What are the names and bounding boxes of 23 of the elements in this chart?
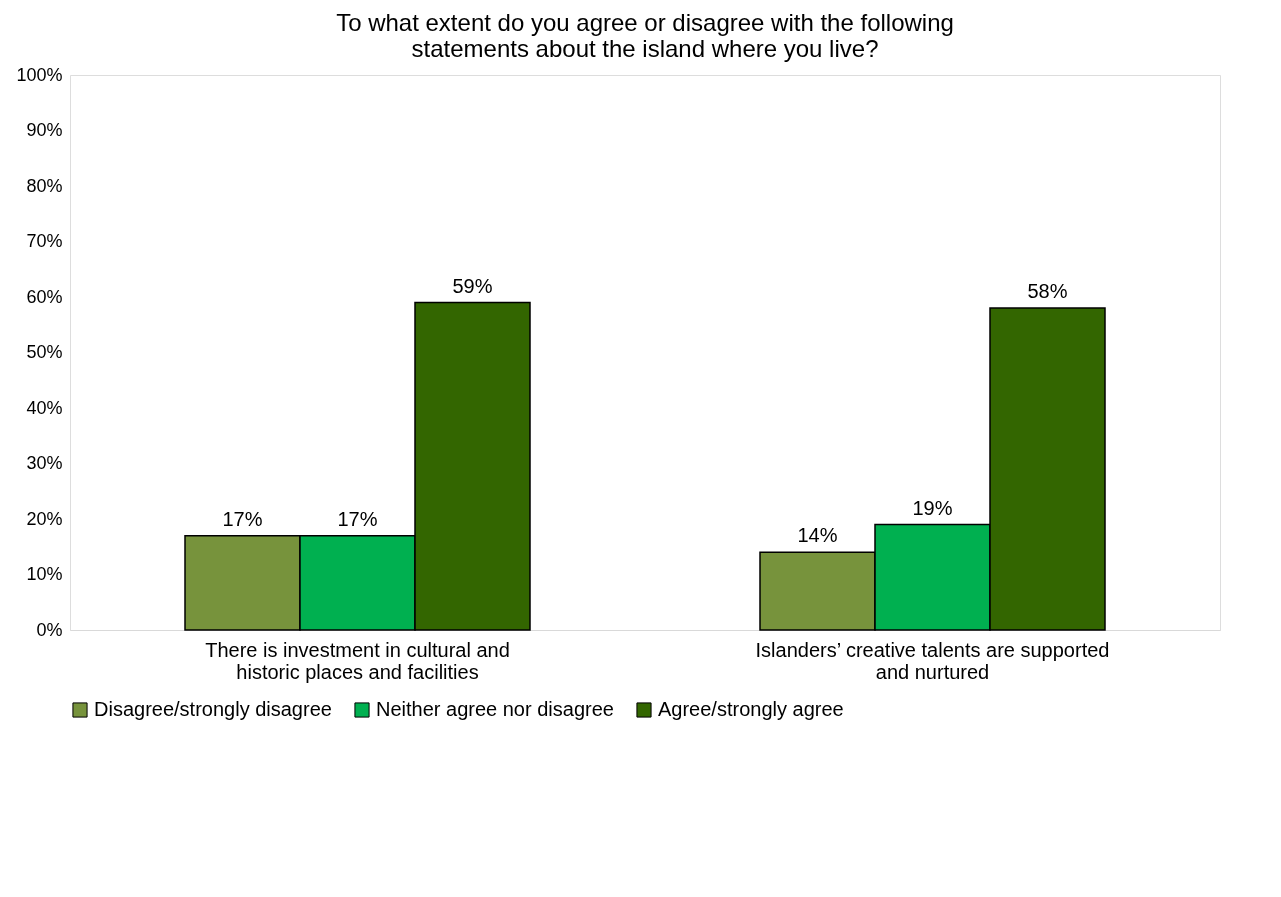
y-tick-label: 40%: [26, 397, 63, 418]
data-label: 17%: [337, 507, 378, 530]
chart-title: To what extent do you agree or disagree with the following statements about the island where you live?: [336, 9, 954, 62]
y-tick-label: 70%: [26, 231, 63, 251]
y-tick-label: 20%: [26, 508, 63, 529]
y-tick-label: 0%: [36, 619, 63, 640]
data-label: 17%: [222, 507, 263, 530]
y-tick-label: 30%: [26, 453, 63, 473]
data-label: 59%: [452, 274, 493, 297]
data-label: 19%: [912, 496, 953, 519]
data-label: 58%: [1027, 280, 1068, 303]
x-tick-label: Islanders’ creative talents are supported and nurtured: [755, 638, 1110, 683]
legend-label: Agree/strongly agree: [658, 698, 844, 720]
legend-label: Neither agree nor disagree: [376, 698, 614, 720]
y-tick-label: 100%: [16, 64, 63, 85]
x-tick-label: There is investment in cultural and historic places and facilities: [205, 638, 510, 683]
y-tick-label: 10%: [26, 564, 63, 584]
data-label: 14%: [797, 524, 838, 547]
y-tick-label: 50%: [26, 342, 63, 362]
legend-label: Disagree/strongly disagree: [94, 698, 332, 720]
y-tick-label: 60%: [26, 286, 63, 307]
y-tick-label: 80%: [26, 175, 63, 196]
y-tick-label: 90%: [26, 120, 63, 140]
